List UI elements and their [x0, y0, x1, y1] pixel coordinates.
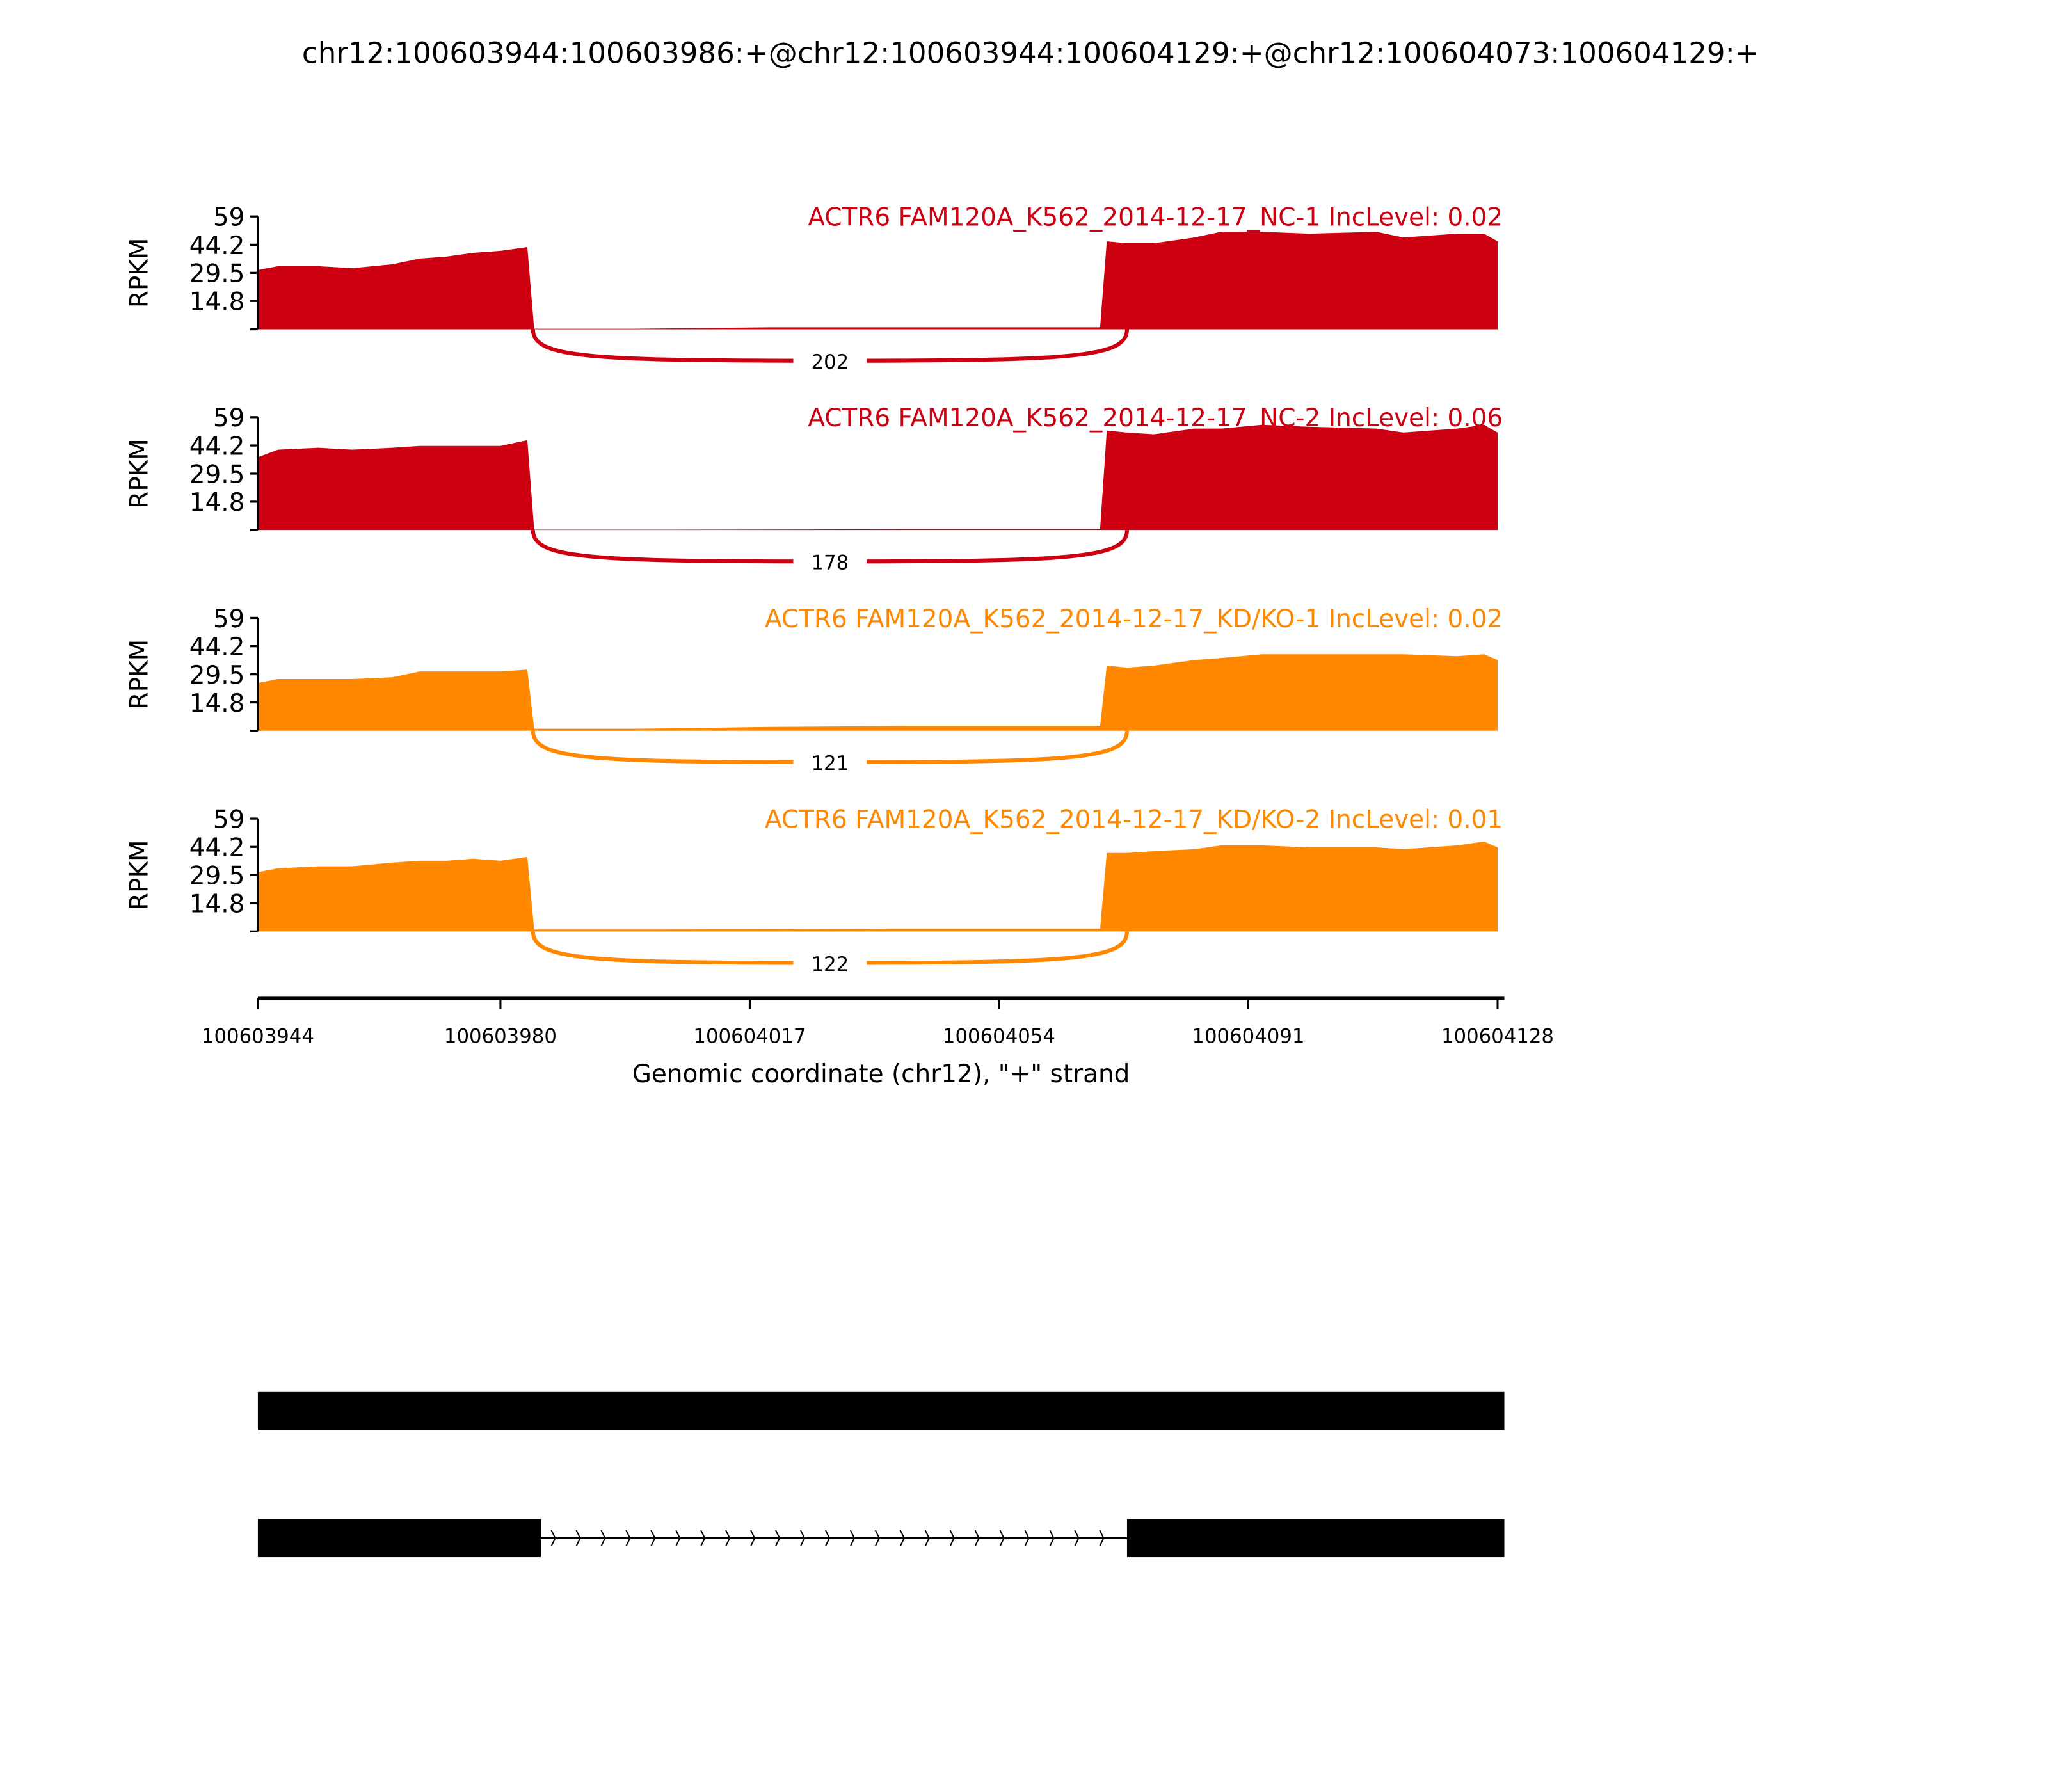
junction-count: 178 [812, 552, 849, 575]
sample-label: ACTR6 FAM120A_K562_2014-12-17_NC-1 IncLe… [808, 204, 1503, 232]
coverage-area [257, 654, 1498, 731]
x-tick-label: 100604054 [943, 1025, 1055, 1048]
strand-arrow-icon [750, 1530, 756, 1547]
strand-arrow-icon [1049, 1530, 1055, 1547]
y-tick-label: 14.8 [189, 288, 245, 317]
junction-label-bg [793, 348, 867, 374]
strand-arrow-icon [899, 1530, 906, 1547]
strand-arrow-icon [550, 1530, 556, 1547]
y-axis-label: RPKM [125, 639, 154, 710]
y-axis-label: RPKM [125, 238, 154, 308]
y-tick-label: 59 [213, 404, 245, 433]
coverage-area [257, 841, 1498, 932]
strand-arrow-icon [924, 1530, 930, 1547]
isoform-1 [257, 1391, 1505, 1430]
y-tick-label: 14.8 [189, 890, 245, 918]
strand-arrow-icon [974, 1530, 980, 1547]
y-axis-label: RPKM [125, 840, 154, 910]
y-tick-label: 29.5 [189, 661, 245, 690]
y-tick-label: 59 [213, 805, 245, 834]
strand-arrow-icon [874, 1530, 881, 1547]
x-tick-label: 100603980 [444, 1025, 557, 1048]
y-tick-label: 44.2 [189, 834, 245, 863]
y-tick-label: 59 [213, 605, 245, 634]
y-tick-label: 29.5 [189, 862, 245, 891]
coverage-panel-4: 14.829.544.259 RPKM ACTR6 FAM120A_K562_201… [125, 805, 1503, 977]
strand-arrow-icon [775, 1530, 781, 1547]
y-axis-label: RPKM [125, 438, 154, 509]
strand-arrow-icon [675, 1530, 681, 1547]
exon [1126, 1519, 1505, 1558]
strand-arrow-icon [849, 1530, 856, 1547]
strand-arrow-icon [1024, 1530, 1030, 1547]
exon [257, 1391, 1505, 1430]
x-tick-label: 100604128 [1441, 1025, 1554, 1048]
junction-label-bg [793, 749, 867, 776]
sample-label: ACTR6 FAM120A_K562_2014-12-17_KD/KO-1 In… [765, 605, 1503, 634]
strand-arrow-icon [824, 1530, 831, 1547]
junction-count: 202 [812, 351, 849, 374]
x-tick-label: 100603944 [202, 1025, 314, 1048]
coverage-panel-1: 14.829.544.259 RPKM ACTR6 FAM120A_K562_201… [125, 204, 1503, 374]
x-tick-label: 100604091 [1192, 1025, 1304, 1048]
exon [257, 1519, 541, 1558]
y-tick-label: 44.2 [189, 232, 245, 260]
x-axis-label: Genomic coordinate (chr12), "+" strand [632, 1060, 1130, 1089]
x-axis: 100603944 100603980 100604017 100604054 1006… [202, 996, 1554, 1048]
strand-arrow-icon [600, 1530, 606, 1547]
strand-arrow-icon [650, 1530, 656, 1547]
strand-arrow-icon [800, 1530, 806, 1547]
junction-count: 122 [812, 953, 849, 976]
x-tick-label: 100604017 [693, 1025, 806, 1048]
gene-track [257, 1391, 1505, 1558]
y-tick-label: 44.2 [189, 432, 245, 461]
strand-arrow-icon [700, 1530, 706, 1547]
strand-arrow-icon [999, 1530, 1005, 1547]
coverage-area [257, 424, 1498, 531]
sample-label: ACTR6 FAM120A_K562_2014-12-17_KD/KO-2 In… [765, 805, 1503, 834]
strand-arrow-icon [949, 1530, 955, 1547]
y-tick-label: 44.2 [189, 633, 245, 662]
strand-arrow-icon [725, 1530, 731, 1547]
junction-count: 121 [812, 752, 849, 775]
strand-arrow-icon [1074, 1530, 1080, 1547]
coverage-panel-2: 14.829.544.259 RPKM ACTR6 FAM120A_K562_201… [125, 404, 1503, 575]
isoform-2 [257, 1519, 1505, 1558]
y-tick-label: 29.5 [189, 260, 245, 289]
y-tick-label: 14.8 [189, 488, 245, 517]
sample-label: ACTR6 FAM120A_K562_2014-12-17_NC-2 IncLe… [808, 404, 1503, 433]
coverage-area [257, 232, 1498, 330]
y-tick-label: 59 [213, 204, 245, 232]
junction-label-bg [793, 950, 867, 977]
plot-title: chr12:100603944:100603986:+@chr12:100603… [302, 36, 1759, 70]
coverage-panel-3: 14.829.544.259 RPKM ACTR6 FAM120A_K562_201… [125, 605, 1503, 776]
strand-arrow-icon [625, 1530, 631, 1547]
strand-arrow-icon [1099, 1530, 1105, 1547]
junction-label-bg [793, 548, 867, 575]
y-tick-label: 14.8 [189, 689, 245, 718]
strand-arrow-icon [575, 1530, 581, 1547]
y-tick-label: 29.5 [189, 460, 245, 489]
